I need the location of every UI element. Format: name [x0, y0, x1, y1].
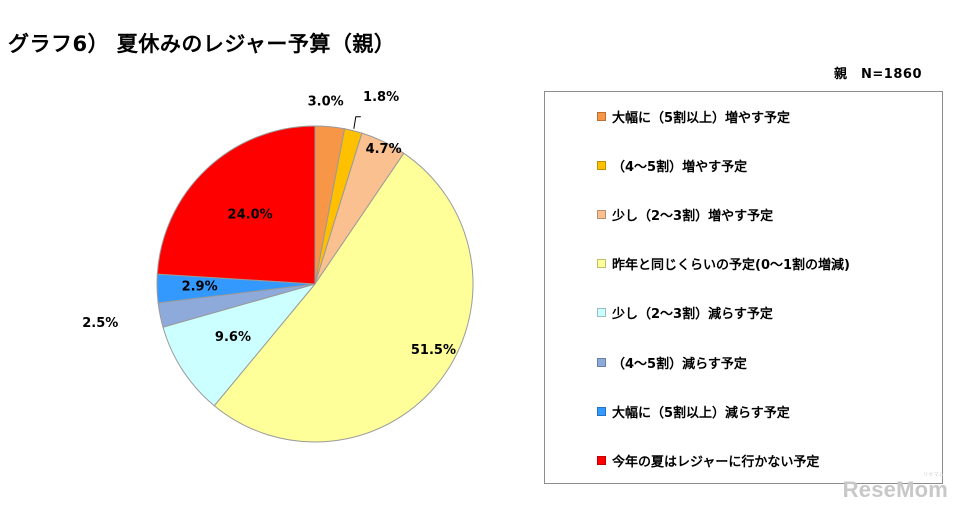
legend-label: 少し（2～3割）減らす予定 [612, 307, 773, 323]
legend-swatch [597, 111, 606, 121]
legend-swatch [597, 209, 606, 219]
legend-item: 少し（2～3割）減らす予定 [597, 303, 773, 323]
chart-title: グラフ6） 夏休みのレジャー予算（親） [8, 32, 396, 56]
leader-line [353, 116, 361, 129]
legend-label: （4～5割）減らす予定 [612, 356, 747, 372]
legend-item: 昨年と同じくらいの予定(0～1割の増減) [597, 254, 850, 274]
legend-item: 少し（2～3割）増やす予定 [597, 204, 773, 224]
legend: 大幅に（5割以上）増やす予定 （4～5割）増やす予定 少し（2～3割）増やす予定… [544, 91, 943, 484]
data-label: 4.7% [366, 142, 402, 157]
data-label: 24.0% [228, 207, 273, 222]
watermark-small-text: リセマム [923, 472, 944, 478]
pie-slice [162, 283, 317, 407]
legend-item: 大幅に（5割以上）減らす予定 [597, 401, 790, 421]
sample-size-note: 親 N=1860 [834, 67, 922, 82]
pie-slice [156, 125, 316, 285]
legend-label: 大幅に（5割以上）減らす予定 [612, 405, 790, 421]
legend-item: 今年の夏はレジャーに行かない予定 [597, 450, 819, 470]
legend-item: 大幅に（5割以上）増やす予定 [597, 106, 790, 126]
legend-label: 少し（2～3割）増やす予定 [612, 208, 774, 224]
legend-swatch [597, 455, 606, 465]
legend-item: （4～5割）増やす予定 [597, 155, 747, 175]
legend-item: （4～5割）減らす予定 [597, 352, 747, 372]
legend-swatch [597, 160, 606, 170]
legend-label: （4～5割）増やす予定 [612, 159, 748, 175]
legend-swatch [597, 259, 606, 269]
legend-swatch [597, 308, 606, 318]
legend-swatch [597, 357, 606, 367]
data-label: 2.9% [182, 280, 218, 295]
data-label: 2.5% [82, 316, 118, 331]
pie-slice [213, 152, 474, 443]
legend-label: 今年の夏はレジャーに行かない予定 [612, 454, 820, 470]
data-label: 9.6% [215, 330, 251, 345]
watermark-text: ReseMom [842, 477, 948, 502]
watermark-logo: ReseMom リセマム [842, 472, 948, 503]
data-label: 1.8% [363, 90, 399, 105]
data-label: 51.5% [411, 343, 456, 358]
legend-label: 昨年と同じくらいの予定(0～1割の増減) [612, 258, 850, 274]
legend-label: 大幅に（5割以上）増やす予定 [612, 110, 791, 126]
legend-swatch [597, 406, 606, 416]
data-label: 3.0% [308, 94, 344, 109]
